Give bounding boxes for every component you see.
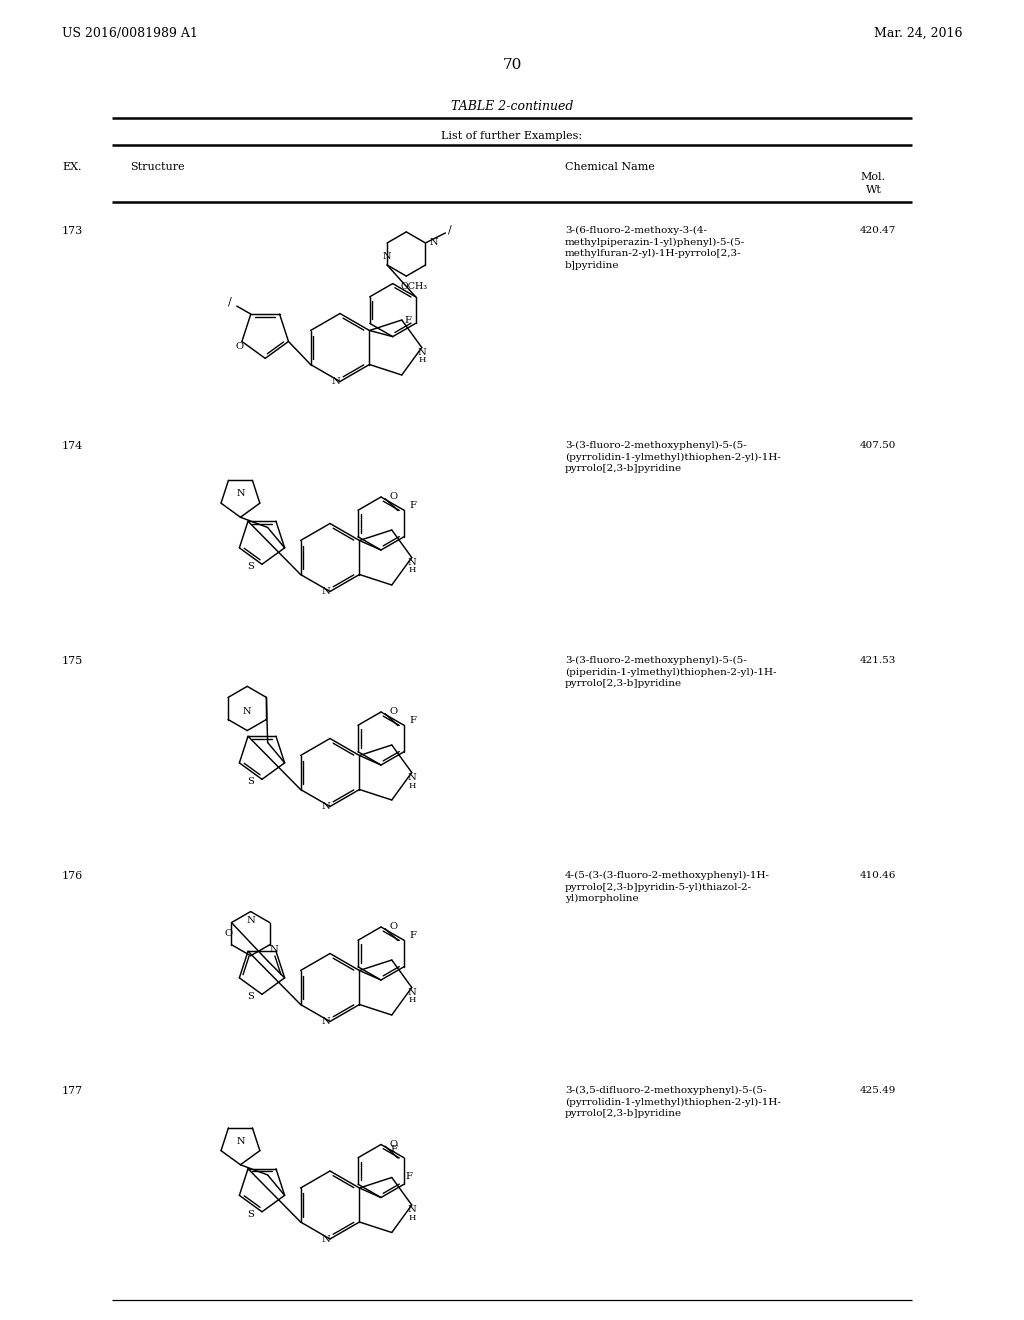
Text: F: F	[409, 500, 416, 510]
Text: N: N	[246, 916, 255, 925]
Text: N: N	[332, 378, 340, 385]
Text: O: O	[389, 708, 397, 717]
Text: Wt: Wt	[866, 185, 882, 195]
Text: H: H	[409, 1214, 416, 1222]
Text: OCH₃: OCH₃	[400, 282, 428, 292]
Text: 3-(3-fluoro-2-methoxyphenyl)-5-(5-
(pyrrolidin-1-ylmethyl)thiophen-2-yl)-1H-
pyr: 3-(3-fluoro-2-methoxyphenyl)-5-(5- (pyrr…	[565, 441, 781, 473]
Text: F: F	[409, 715, 416, 725]
Text: 425.49: 425.49	[860, 1086, 896, 1096]
Text: 175: 175	[62, 656, 83, 667]
Text: N: N	[408, 774, 416, 781]
Text: Chemical Name: Chemical Name	[565, 162, 655, 172]
Text: O: O	[389, 923, 397, 932]
Text: US 2016/0081989 A1: US 2016/0081989 A1	[62, 26, 198, 40]
Text: 173: 173	[62, 226, 83, 236]
Text: 70: 70	[503, 58, 521, 73]
Text: 4-(5-(3-(3-fluoro-2-methoxyphenyl)-1H-
pyrrolo[2,3-b]pyridin-5-yl)thiazol-2-
yl): 4-(5-(3-(3-fluoro-2-methoxyphenyl)-1H- p…	[565, 871, 770, 903]
Text: N: N	[322, 803, 331, 810]
Text: 420.47: 420.47	[860, 226, 896, 235]
Text: TABLE 2-continued: TABLE 2-continued	[451, 100, 573, 114]
Text: N: N	[408, 987, 416, 997]
Text: N: N	[383, 252, 391, 261]
Text: O: O	[236, 342, 244, 351]
Text: H: H	[409, 781, 416, 789]
Text: S: S	[247, 993, 254, 1001]
Text: 177: 177	[62, 1086, 83, 1096]
Text: N: N	[408, 558, 416, 568]
Text: 3-(6-fluoro-2-methoxy-3-(4-
methylpiperazin-1-yl)phenyl)-5-(5-
methylfuran-2-yl): 3-(6-fluoro-2-methoxy-3-(4- methylpipera…	[565, 226, 745, 269]
Text: S: S	[247, 777, 254, 787]
Text: H: H	[418, 356, 425, 364]
Text: N: N	[243, 708, 252, 717]
Text: 3-(3-fluoro-2-methoxyphenyl)-5-(5-
(piperidin-1-ylmethyl)thiophen-2-yl)-1H-
pyrr: 3-(3-fluoro-2-methoxyphenyl)-5-(5- (pipe…	[565, 656, 776, 688]
Text: /: /	[228, 296, 231, 306]
Text: 407.50: 407.50	[860, 441, 896, 450]
Text: O: O	[224, 929, 232, 939]
Text: 421.53: 421.53	[860, 656, 896, 665]
Text: 174: 174	[62, 441, 83, 451]
Text: N: N	[408, 1205, 416, 1214]
Text: 410.46: 410.46	[860, 871, 896, 880]
Text: H: H	[409, 997, 416, 1005]
Text: EX.: EX.	[62, 162, 82, 172]
Text: O: O	[389, 1140, 397, 1148]
Text: F: F	[409, 931, 416, 940]
Text: /: /	[447, 224, 452, 235]
Text: O: O	[389, 492, 397, 502]
Text: H: H	[409, 566, 416, 574]
Text: N: N	[237, 490, 245, 498]
Text: F: F	[404, 315, 412, 325]
Text: F: F	[390, 1146, 397, 1154]
Text: Mol.: Mol.	[860, 172, 885, 182]
Text: Mar. 24, 2016: Mar. 24, 2016	[873, 26, 962, 40]
Text: F: F	[406, 1172, 413, 1181]
Text: N: N	[322, 1234, 331, 1243]
Text: N: N	[322, 1016, 331, 1026]
Text: Structure: Structure	[130, 162, 184, 172]
Text: List of further Examples:: List of further Examples:	[441, 131, 583, 141]
Text: 3-(3,5-difluoro-2-methoxyphenyl)-5-(5-
(pyrrolidin-1-ylmethyl)thiophen-2-yl)-1H-: 3-(3,5-difluoro-2-methoxyphenyl)-5-(5- (…	[565, 1086, 781, 1118]
Text: S: S	[247, 1209, 254, 1218]
Text: N: N	[237, 1137, 245, 1146]
Text: 176: 176	[62, 871, 83, 880]
Text: N: N	[269, 945, 279, 953]
Text: N: N	[429, 239, 438, 247]
Text: S: S	[247, 562, 254, 572]
Text: N: N	[322, 587, 331, 597]
Text: N: N	[418, 348, 426, 356]
